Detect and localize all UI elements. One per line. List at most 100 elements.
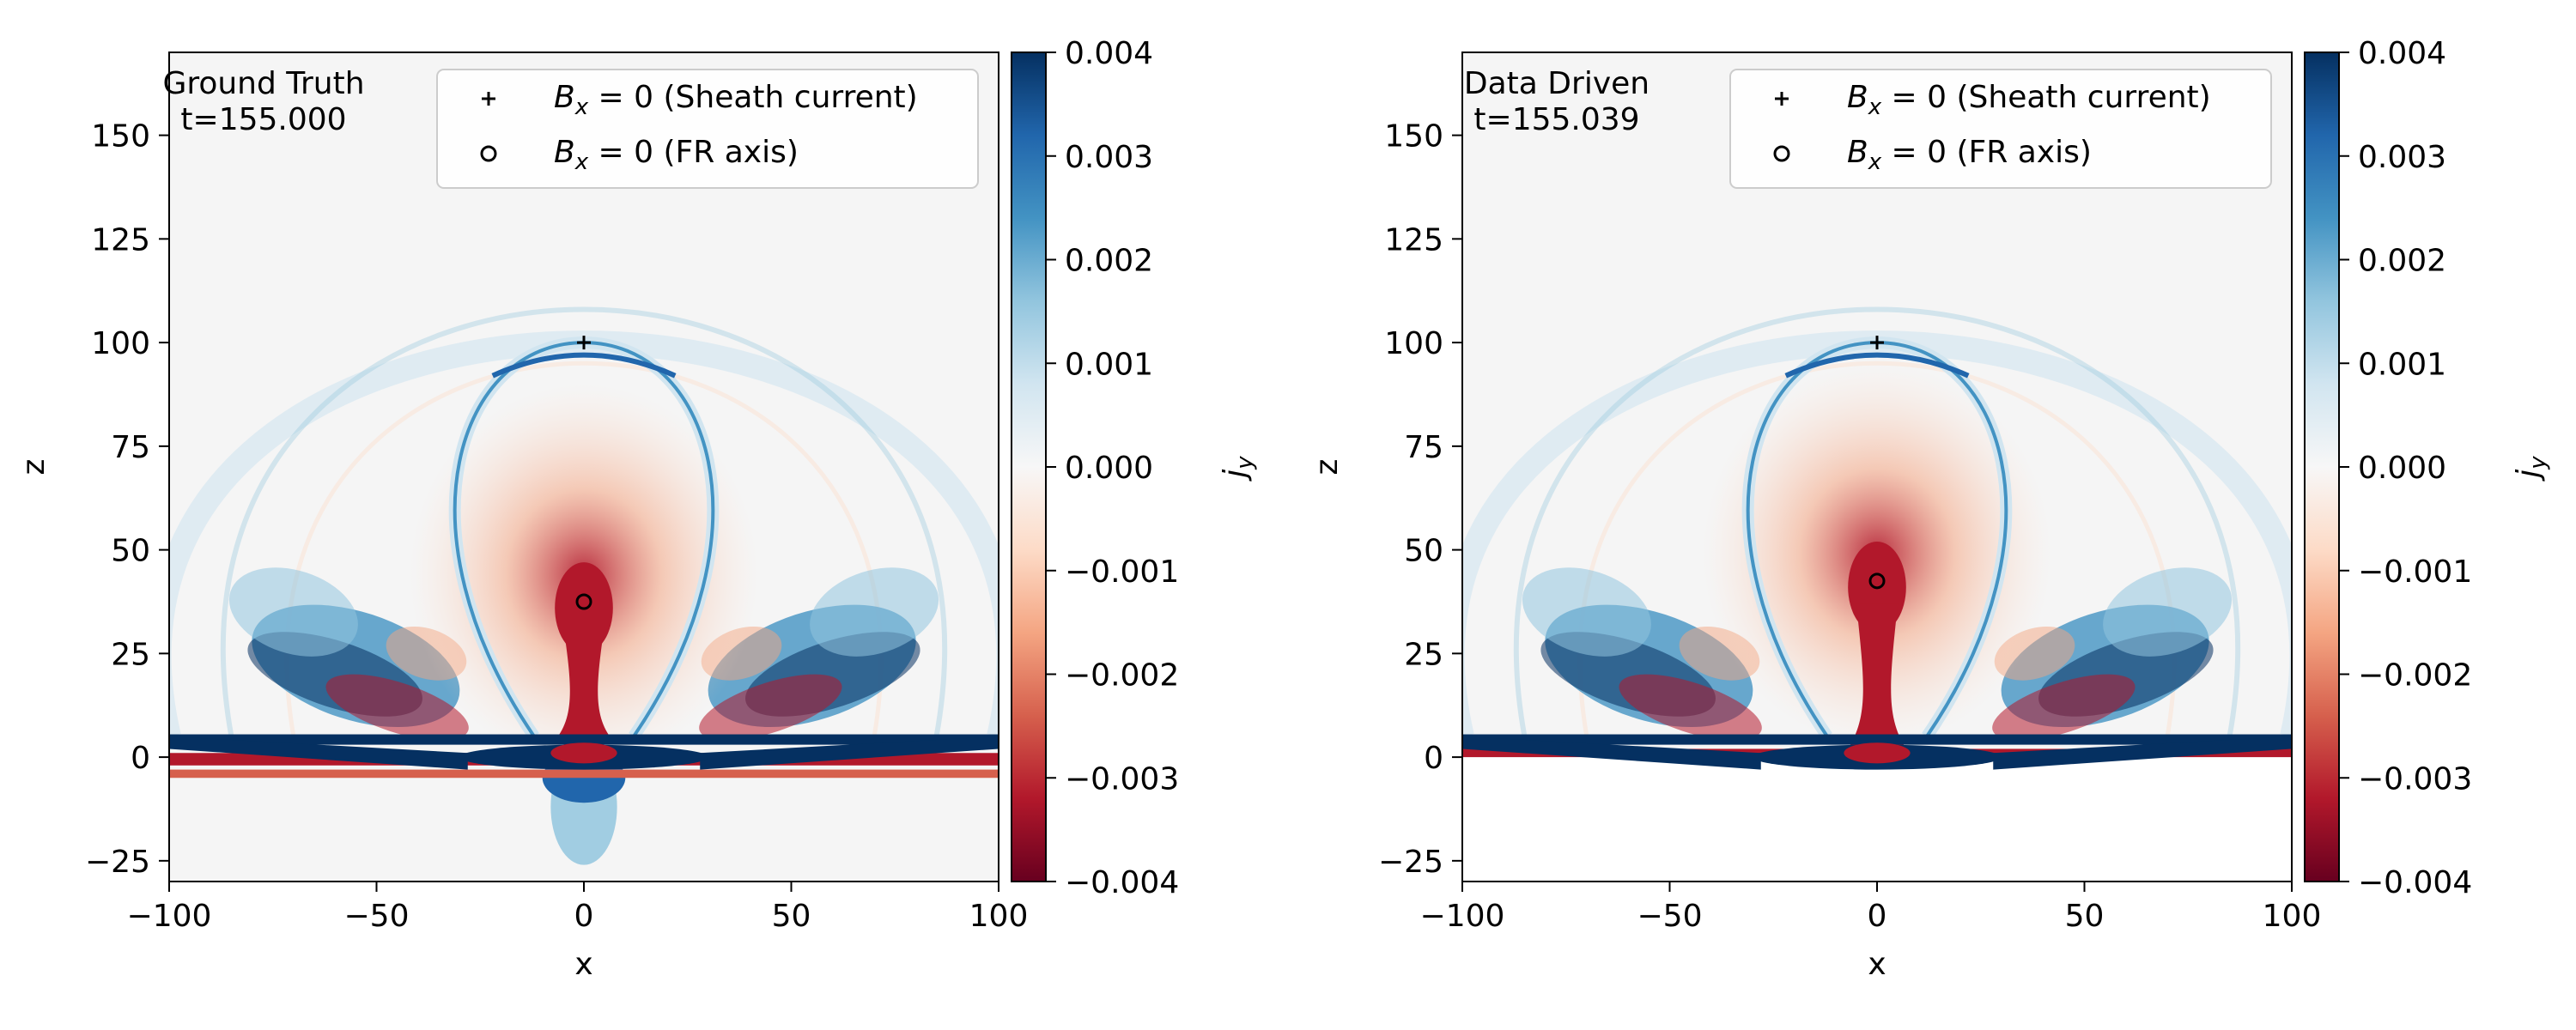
y-tick-label: −25 — [1378, 845, 1443, 880]
y-axis-label: z — [16, 459, 52, 476]
colorbar: 0.004 0.003 0.002 0.001 0.000 −0.001 −0.002 −0.… — [1011, 36, 1258, 900]
x-tick-label: −100 — [1420, 899, 1505, 934]
legend-label: Bx = 0 (FR axis) — [1847, 135, 2092, 175]
wing-structure — [810, 567, 939, 657]
colorbar-tick-label: 0.004 — [2358, 36, 2446, 71]
footpoint-wedge — [169, 736, 468, 770]
legend-label: Bx = 0 (Sheath current) — [1847, 80, 2211, 120]
legend-label-var: B — [1847, 80, 1868, 115]
y-tick-label: 50 — [1404, 534, 1443, 569]
panel-data-driven: −100 −50 0 50 100 −25 0 25 50 75 100 125 150 x z Da… — [1309, 36, 2551, 982]
legend-label-sub: x — [574, 94, 589, 120]
x-tick-label: 0 — [1868, 899, 1887, 934]
y-tick-label: 75 — [111, 430, 150, 465]
marker-group — [575, 336, 592, 610]
wing-structure — [1522, 567, 1651, 657]
y-tick-label: 25 — [1404, 637, 1443, 672]
y-tick-label: 75 — [1404, 430, 1443, 465]
y-tick-label: 50 — [111, 534, 150, 569]
sheath-current-marker — [577, 336, 591, 350]
wing-structure — [325, 674, 469, 741]
legend-label-rest: = 0 (FR axis) — [588, 135, 799, 170]
outer-shell — [1513, 306, 2241, 737]
marker-group — [1868, 336, 1886, 590]
panel-title: Ground Truth — [162, 66, 364, 101]
fr-axis-marker — [575, 593, 592, 610]
y-tick-label: 100 — [91, 326, 150, 361]
colorbar-tick-label: −0.002 — [2358, 658, 2472, 694]
x-tick-label: 50 — [2065, 899, 2105, 934]
colorbar-tick-label: −0.003 — [2358, 761, 2472, 797]
y-tick-label: −25 — [85, 845, 150, 880]
colorbar-tick-label: 0.000 — [2358, 451, 2446, 486]
wing-structure — [1619, 674, 1762, 741]
legend-marker — [1773, 145, 1790, 162]
wing-structure — [228, 567, 358, 657]
x-axis-label: x — [1868, 947, 1886, 982]
sheath-arc-top — [491, 352, 677, 379]
legend-label-sub: x — [1868, 149, 1882, 175]
negative-stem — [1848, 603, 1906, 749]
colorbar-gradient — [2304, 52, 2340, 882]
colorbar-tick-label: 0.002 — [1065, 244, 1153, 279]
legend-box — [1729, 69, 2272, 189]
legend: Bx = 0 (Sheath current)Bx = 0 (FR axis) — [436, 69, 979, 189]
footpoint-wedge — [1462, 736, 1761, 770]
y-tick-label: 125 — [1384, 222, 1443, 258]
colorbar-tick-label: 0.001 — [2358, 347, 2446, 382]
legend-box — [436, 69, 979, 189]
central-negative-patch — [1844, 742, 1911, 764]
x-tick-label: −50 — [344, 899, 410, 934]
y-tick-label: 150 — [1384, 119, 1443, 154]
colorbar-label: jy — [2511, 456, 2551, 482]
footpoint-wedge — [700, 736, 999, 770]
x-tick-label: 0 — [574, 899, 594, 934]
colorbar-tick-label: −0.004 — [2358, 865, 2472, 900]
x-axis-ticks: −100 −50 0 50 100 — [1420, 882, 2322, 934]
y-axis-ticks: −25 0 25 50 75 100 125 150 — [1378, 119, 1462, 880]
outer-shell — [220, 306, 948, 737]
y-tick-label: 125 — [91, 222, 150, 258]
legend-label-sub: x — [574, 149, 589, 175]
y-tick-label: 0 — [131, 741, 150, 776]
floor-band-negative — [169, 769, 999, 779]
legend-label-rest: = 0 (Sheath current) — [1881, 80, 2211, 115]
colorbar-tick-label: −0.004 — [1065, 865, 1179, 900]
legend-label-sub: x — [1868, 94, 1882, 120]
central-negative-patch — [550, 742, 617, 764]
legend-label-var: B — [554, 135, 575, 170]
outer-shell — [284, 360, 884, 737]
floor-band-positive — [169, 734, 999, 745]
y-tick-label: 0 — [1424, 741, 1443, 776]
x-tick-label: −50 — [1637, 899, 1703, 934]
colorbar-label-main: j — [1218, 470, 1253, 482]
legend-label: Bx = 0 (FR axis) — [554, 135, 799, 175]
current-density-field — [169, 52, 999, 882]
colorbar-tick-label: 0.001 — [1065, 347, 1153, 382]
floor-band-positive — [1462, 734, 2292, 745]
wing-structure — [2103, 567, 2233, 657]
colorbar-tick-label: 0.003 — [2358, 140, 2446, 175]
sheath-arc-top — [1784, 352, 1970, 379]
colorbar-gradient — [1011, 52, 1047, 882]
colorbar: 0.004 0.003 0.002 0.001 0.000 −0.001 −0.002 −0.… — [2304, 36, 2551, 900]
negative-stem — [555, 624, 613, 741]
x-tick-label: −100 — [127, 899, 212, 934]
y-axis-label: z — [1309, 459, 1345, 476]
time-label: t=155.000 — [180, 102, 346, 137]
legend-label: Bx = 0 (Sheath current) — [554, 80, 918, 120]
colorbar-tick-label: −0.001 — [2358, 554, 2472, 590]
legend: Bx = 0 (Sheath current) Bx = 0 (FR axis) — [1729, 69, 2272, 189]
y-tick-label: 25 — [111, 637, 150, 672]
legend-marker — [480, 145, 497, 162]
wing-structure — [1992, 674, 2136, 741]
colorbar-tick-label: −0.002 — [1065, 658, 1179, 694]
footpoint-wedge — [1993, 736, 2292, 770]
y-axis-ticks: −25 0 25 50 75 100 125 150 — [85, 119, 169, 880]
colorbar-label-main: j — [2511, 470, 2546, 482]
x-tick-label: 100 — [2263, 899, 2322, 934]
panel-title: Data Driven — [1464, 66, 1649, 101]
legend-label-var: B — [554, 80, 575, 115]
sheath-current-marker — [1870, 336, 1884, 350]
